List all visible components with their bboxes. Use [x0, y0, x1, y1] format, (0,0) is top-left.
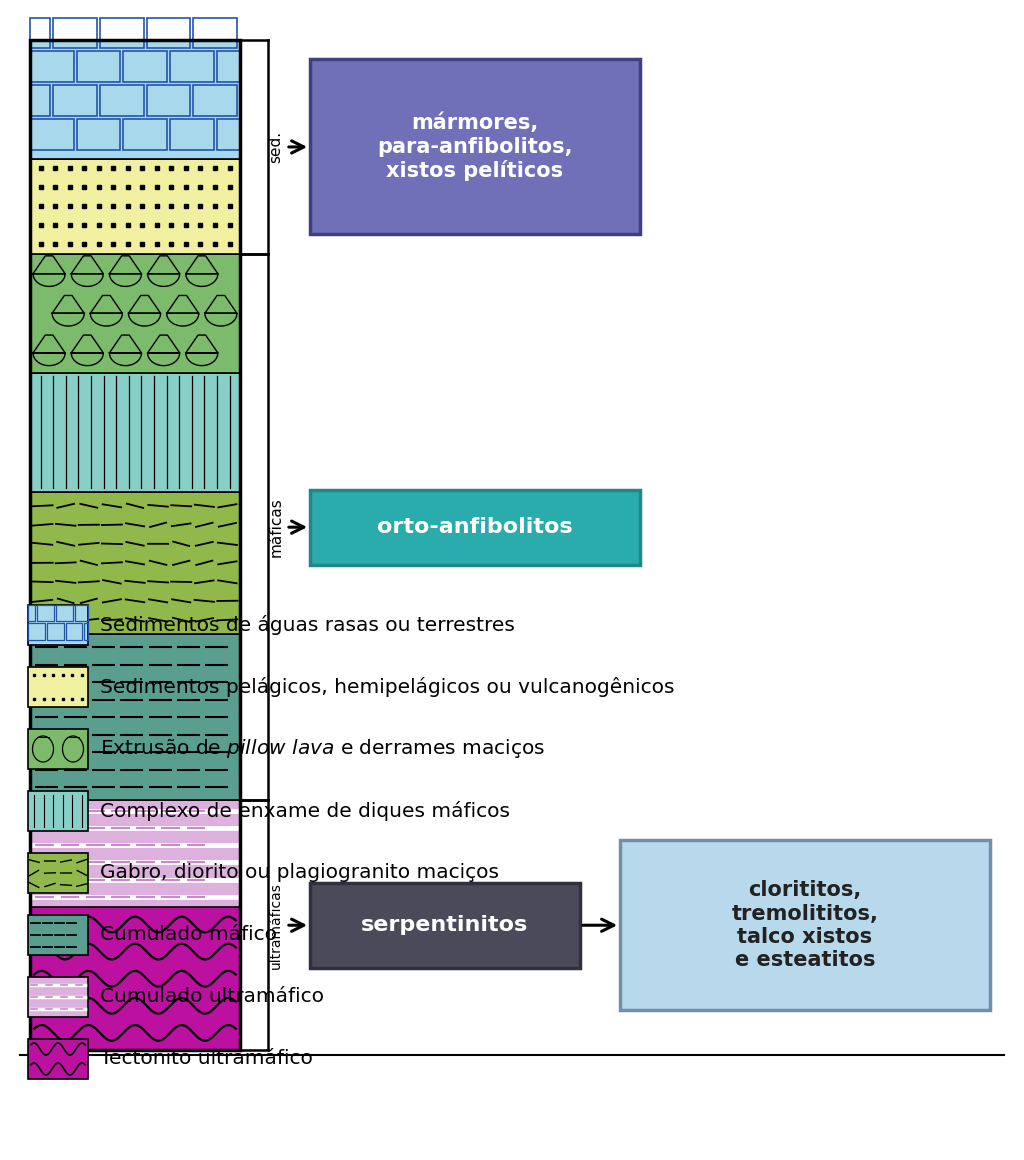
- Bar: [30, 254, 240, 372]
- Bar: [28, 915, 88, 955]
- Text: mármores,
para-anfibolitos,
xistos pelíticos: mármores, para-anfibolitos, xistos pelít…: [377, 113, 572, 181]
- Bar: [30, 800, 240, 907]
- Text: orto-anfibolitos: orto-anfibolitos: [377, 517, 572, 537]
- Bar: [84, 623, 88, 639]
- Bar: [146, 86, 190, 116]
- Bar: [170, 119, 214, 151]
- Bar: [28, 791, 88, 831]
- Bar: [30, 159, 240, 254]
- Bar: [123, 119, 167, 151]
- Bar: [28, 667, 88, 706]
- Bar: [28, 606, 88, 645]
- Text: clorititos,
tremolititos,
talco xistos
e esteatitos: clorititos, tremolititos, talco xistos e…: [731, 880, 879, 970]
- Bar: [100, 86, 143, 116]
- Bar: [30, 86, 50, 116]
- Bar: [146, 17, 190, 49]
- Text: Gabro, diorito ou plagiogranito maciços: Gabro, diorito ou plagiogranito maciços: [100, 863, 499, 883]
- Bar: [56, 606, 73, 622]
- Text: Cumulado máfico: Cumulado máfico: [100, 926, 278, 944]
- Bar: [30, 17, 50, 49]
- Bar: [30, 492, 240, 635]
- Bar: [28, 728, 88, 769]
- Bar: [194, 17, 237, 49]
- Bar: [30, 907, 240, 1050]
- Bar: [47, 623, 63, 639]
- Bar: [30, 51, 74, 82]
- Bar: [77, 119, 121, 151]
- Bar: [170, 51, 214, 82]
- Bar: [30, 119, 74, 151]
- Bar: [123, 51, 167, 82]
- Text: sed.: sed.: [268, 131, 284, 164]
- Text: Tectonito ultramáfico: Tectonito ultramáfico: [100, 1050, 313, 1068]
- Bar: [30, 39, 240, 159]
- Bar: [66, 623, 82, 639]
- Bar: [28, 1039, 88, 1079]
- Bar: [30, 635, 240, 800]
- Bar: [30, 372, 240, 492]
- Bar: [37, 606, 54, 622]
- Bar: [30, 39, 240, 1050]
- Text: máficas: máficas: [268, 498, 284, 557]
- Text: Sedimentos pelágicos, hemipelágicos ou vulcanogênicos: Sedimentos pelágicos, hemipelágicos ou v…: [100, 677, 675, 697]
- Bar: [28, 623, 45, 639]
- Bar: [100, 17, 143, 49]
- Bar: [194, 86, 237, 116]
- Text: Extrusão de $\it{pillow\ lava}$ e derrames maciços: Extrusão de $\it{pillow\ lava}$ e derram…: [100, 738, 545, 761]
- Text: Cumulado ultramáfico: Cumulado ultramáfico: [100, 987, 324, 1007]
- Text: Complexo de enxame de diques máficos: Complexo de enxame de diques máficos: [100, 802, 510, 821]
- Bar: [28, 853, 88, 893]
- Bar: [310, 490, 640, 565]
- Bar: [310, 59, 640, 234]
- Bar: [77, 51, 121, 82]
- Bar: [217, 119, 240, 151]
- Bar: [28, 606, 36, 622]
- Bar: [75, 606, 88, 622]
- Bar: [310, 883, 580, 967]
- Bar: [28, 977, 88, 1017]
- Bar: [53, 17, 97, 49]
- Bar: [217, 51, 240, 82]
- Bar: [620, 840, 990, 1010]
- Text: ultramáficas: ultramáficas: [269, 882, 283, 969]
- Text: serpentinitos: serpentinitos: [361, 915, 528, 935]
- Text: Sedimentos de águas rasas ou terrestres: Sedimentos de águas rasas ou terrestres: [100, 615, 515, 635]
- Bar: [53, 86, 97, 116]
